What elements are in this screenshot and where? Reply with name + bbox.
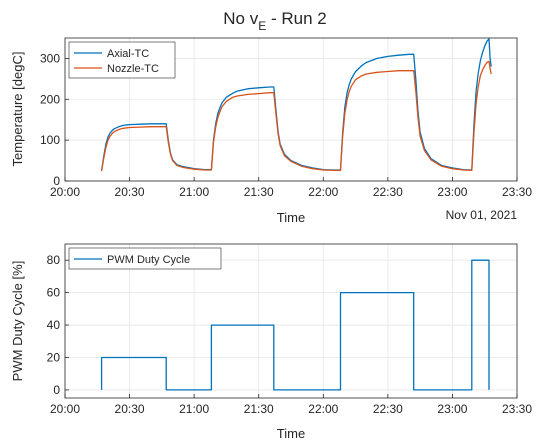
bottom-y-axis-label: PWM Duty Cycle [%] [10,261,25,382]
top-legend-box [68,41,176,79]
legend-label-axial-tc: Axial-TC [107,48,149,60]
legend-label-nozzle-tc: Nozzle-TC [107,63,159,75]
top-y-tick-label: 300 [40,51,60,65]
bot-y-tick-label: 20 [47,350,61,364]
bot-y-tick-label: 0 [53,383,60,397]
top-y-axis-label: Temperature [degC] [10,52,25,167]
top-x-tick-label: 23:00 [437,185,467,199]
bottom-x-ticks: 20:00 20:30 21:00 21:30 22:00 22:30 23:00 23:30 [50,394,532,416]
top-x-tick-label: 20:30 [115,185,145,199]
top-legend: Axial-TC Nozzle-TC [68,41,176,79]
bot-x-tick-label: 23:00 [437,402,467,416]
top-x-tick-label: 21:00 [179,185,209,199]
bot-x-tick-label: 22:30 [373,402,403,416]
bottom-y-ticks: 0 20 40 60 80 [47,253,69,397]
bottom-legend: PWM Duty Cycle [68,247,222,270]
bot-y-tick-label: 40 [47,318,61,332]
bot-x-tick-label: 23:30 [502,402,532,416]
top-series-group [100,38,492,172]
chart-title: No vE - Run 2 [223,9,326,33]
top-plot-frame [64,37,518,182]
bot-x-tick-label: 20:00 [50,402,80,416]
bottom-plot-frame [64,243,518,399]
top-y-tick-label: 0 [53,174,60,188]
top-x-tick-label: 23:30 [502,185,532,199]
bot-x-tick-label: 20:30 [115,402,145,416]
top-date-label: Nov 01, 2021 [446,208,518,222]
series-line-axial-tc [100,38,492,171]
top-x-axis-label: Time [277,210,305,225]
bot-y-tick-label: 60 [47,286,61,300]
bottom-x-axis-label: Time [277,426,305,441]
top-y-tick-label: 100 [40,133,60,147]
top-y-tick-label: 200 [40,92,60,106]
chart-title-subscript: E [258,19,266,33]
bot-y-tick-label: 80 [47,253,61,267]
bot-x-tick-label: 22:00 [308,402,338,416]
bottom-legend-box [68,247,222,270]
top-x-tick-label: 21:30 [244,185,274,199]
series-line-pwm-duty-cycle [100,259,490,391]
top-y-ticks: 0 100 200 300 [40,51,69,188]
bot-x-tick-label: 21:30 [244,402,274,416]
series-line-nozzle-tc [100,60,492,172]
top-x-tick-label: 20:00 [50,185,80,199]
bottom-series-group [100,259,490,391]
top-x-tick-label: 22:30 [373,185,403,199]
top-x-ticks: 20:00 20:30 21:00 21:30 22:00 22:30 23:00 23:30 [50,177,532,199]
top-x-tick-label: 22:00 [308,185,338,199]
bot-x-tick-label: 21:00 [179,402,209,416]
legend-label-pwm-duty-cycle: PWM Duty Cycle [107,254,190,266]
